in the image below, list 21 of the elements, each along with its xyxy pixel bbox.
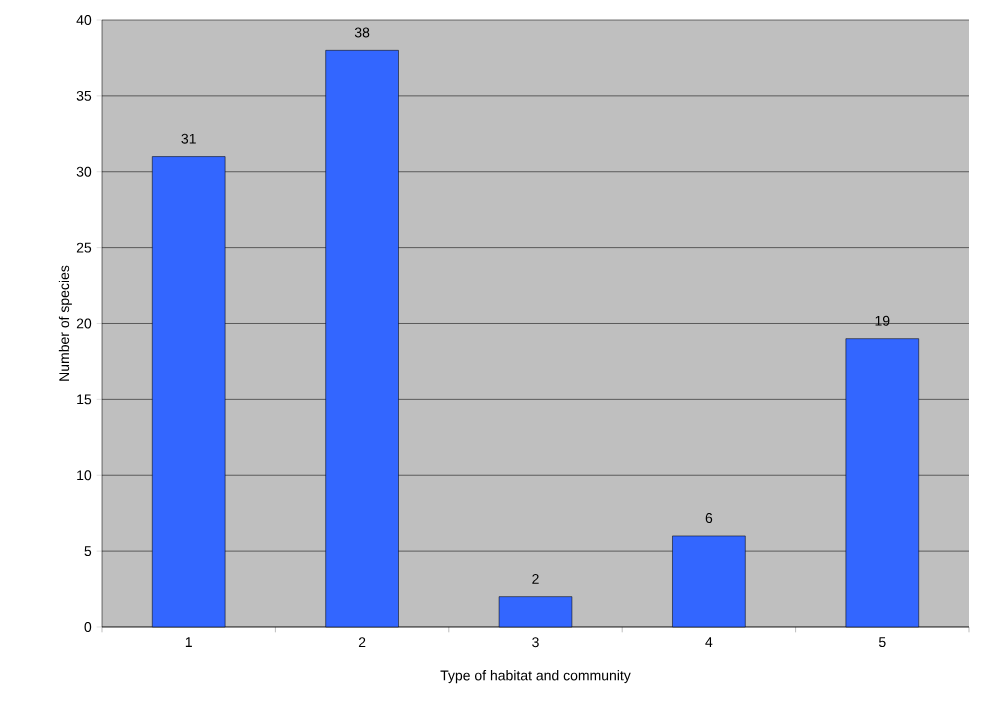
y-tick-label: 40 [76,15,92,25]
y-tick-label: 30 [76,166,92,177]
data-label: 31 [181,133,196,144]
x-tick-label: 5 [878,637,886,648]
data-label: 2 [532,573,539,584]
x-tick-label: 1 [185,637,192,647]
x-tick-label: 4 [705,637,713,647]
y-tick-label: 25 [76,242,92,253]
x-axis-title: Type of habitat and community [440,670,631,684]
y-tick-label: 10 [77,470,92,481]
x-tick-label: 2 [358,637,366,648]
y-tick-label: 20 [76,318,92,329]
y-tick-label: 35 [76,90,92,101]
y-tick-label: 5 [84,546,92,557]
data-label: 38 [354,27,370,38]
data-label: 19 [875,315,890,326]
y-tick-label: 15 [77,394,92,405]
data-label: 6 [705,513,713,524]
y-axis-title: Number of species [58,265,72,381]
y-tick-label: 0 [84,622,92,632]
x-tick-label: 3 [532,637,539,648]
